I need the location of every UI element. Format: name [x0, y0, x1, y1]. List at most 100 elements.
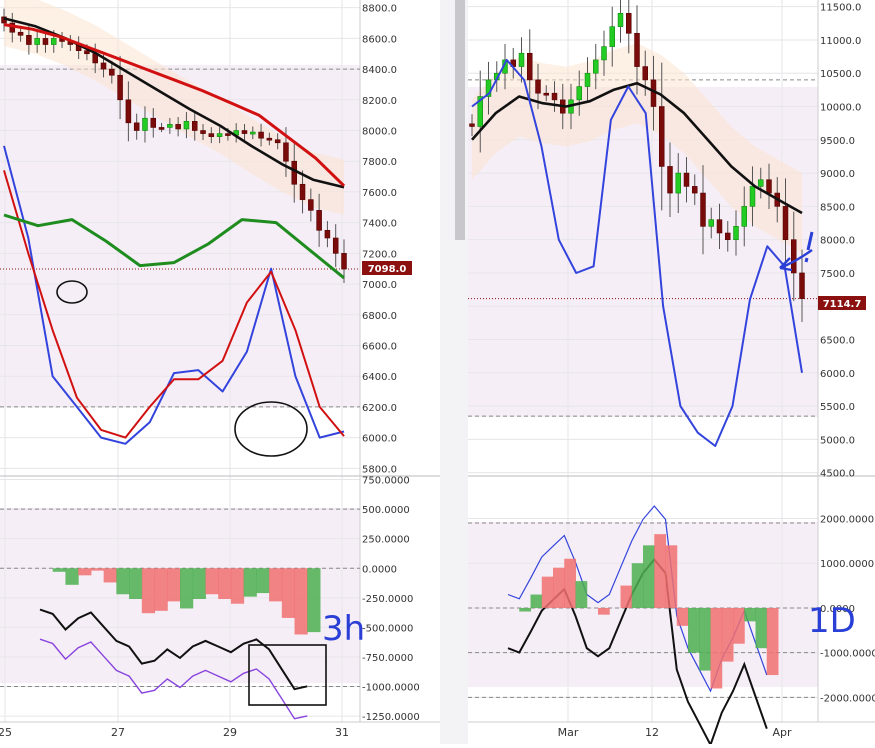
histogram-bar	[755, 607, 768, 649]
histogram-bar	[710, 607, 723, 689]
candle-body	[543, 92, 549, 96]
y-tick-label: 6500.0	[820, 336, 855, 347]
x-tick-label: 27	[111, 726, 125, 739]
candle-body	[708, 219, 714, 227]
candle-body	[241, 130, 248, 134]
candle-body	[593, 59, 599, 74]
candle-body	[142, 117, 148, 131]
histogram-bar	[78, 568, 92, 576]
candle-body	[700, 192, 706, 227]
histogram-bar	[620, 585, 633, 608]
y-tick-label: 6400.0	[362, 372, 397, 383]
candle-body	[42, 38, 49, 45]
right-last-price-tag	[818, 296, 866, 310]
y-tick-label: 8800.0	[362, 4, 397, 15]
y-tick-label: 11500.0	[820, 3, 861, 14]
candle-body	[667, 166, 673, 194]
histogram-bar	[541, 576, 554, 608]
candle-body	[749, 186, 756, 207]
y-tick-label: 6000.0	[362, 434, 397, 445]
histogram-bar	[598, 607, 610, 615]
oscillator-histograms	[52, 534, 779, 689]
histogram-bar	[218, 568, 232, 599]
candle-body	[183, 121, 190, 130]
histogram-bar	[116, 568, 130, 595]
candle-body	[634, 32, 640, 67]
candle-body	[766, 179, 772, 194]
candle-body	[266, 137, 273, 141]
y-tick-label: 1000.0000	[820, 559, 874, 570]
series-line-stochastic-slow	[3, 170, 345, 439]
y-tick-label: -1250.0000	[362, 712, 420, 723]
candle-body	[341, 253, 347, 270]
y-tick-label: 10500.0	[820, 69, 861, 80]
y-tick-label: 0.0000	[362, 564, 397, 575]
histogram-bar	[631, 563, 644, 608]
histogram-bar	[575, 581, 588, 608]
candle-body	[208, 133, 215, 137]
candle-body	[17, 31, 24, 36]
y-tick-label: -250.0000	[362, 594, 413, 605]
y-tick-label: 6800.0	[362, 311, 397, 322]
x-tick-label: 29	[223, 726, 237, 739]
candle-body	[758, 179, 764, 187]
x-tick-label: Apr	[772, 726, 792, 739]
y-tick-label: -750.0000	[362, 653, 413, 664]
y-tick-label: 7000.0	[362, 280, 397, 291]
y-tick-label: 8000.0	[362, 127, 397, 138]
candle-body	[791, 239, 797, 274]
y-tick-label: 8200.0	[362, 96, 397, 107]
histogram-bar	[766, 607, 779, 676]
candle-body	[225, 133, 231, 136]
candle-body	[733, 226, 739, 240]
histogram-bar	[230, 568, 245, 604]
y-tick-label: 8400.0	[362, 65, 397, 76]
histogram-bar	[294, 568, 308, 635]
histogram-bar	[65, 568, 79, 585]
candle-body	[469, 123, 475, 127]
y-tick-label: -1000.0000	[362, 683, 420, 694]
candle-body	[109, 68, 115, 76]
y-tick-label: 6200.0	[362, 403, 397, 414]
histogram-bar	[665, 545, 678, 608]
circle-annotation-large	[234, 401, 308, 457]
vertical-scrollbar-thumb[interactable]	[455, 0, 465, 240]
series-line-slow-average	[3, 23, 346, 187]
candle-body	[518, 52, 525, 67]
exclamation-annotation	[804, 231, 814, 263]
candle-body	[200, 130, 206, 134]
y-tick-label: -500.0000	[362, 623, 413, 634]
histogram-bar	[643, 545, 655, 608]
candle-body	[576, 86, 582, 101]
candle-body	[133, 122, 140, 131]
candle-body	[258, 131, 264, 139]
candle-body	[175, 124, 181, 130]
candle-body	[216, 133, 223, 137]
candle-body	[324, 230, 331, 239]
timeframe-annotation-left: 3h	[322, 609, 365, 649]
candle-body	[150, 117, 157, 128]
candle-body	[167, 124, 173, 128]
histogram-bar	[307, 568, 321, 633]
y-tick-label: 750.0000	[362, 476, 410, 487]
y-tick-label: 7400.0	[362, 219, 397, 230]
candle-body	[683, 172, 690, 187]
histogram-bar	[699, 607, 711, 671]
candle-body	[535, 79, 541, 94]
y-tick-label: 2000.0000	[820, 514, 874, 525]
histogram-bar	[90, 568, 105, 571]
y-tick-label: 10000.0	[820, 103, 861, 114]
candle-body	[34, 38, 40, 45]
candle-body	[741, 206, 747, 227]
candle-body	[117, 74, 123, 101]
histogram-bar	[205, 568, 219, 595]
histogram-bar	[52, 568, 66, 572]
y-tick-label: 0.0000	[820, 604, 855, 615]
histogram-bar	[154, 568, 168, 611]
candle-body	[125, 99, 132, 124]
candle-body	[299, 183, 306, 200]
candle-body	[283, 142, 289, 162]
y-tick-label: 8500.0	[820, 202, 855, 213]
y-tick-label: 11000.0	[820, 36, 861, 47]
histogram-bar	[688, 607, 700, 653]
